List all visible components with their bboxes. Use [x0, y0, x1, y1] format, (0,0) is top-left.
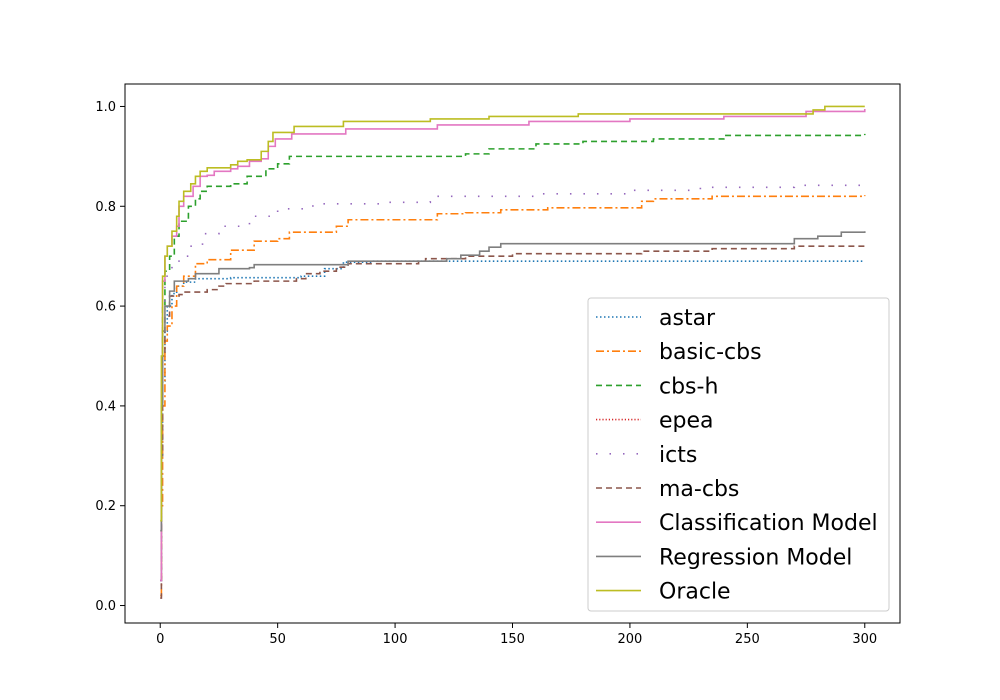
x-tick-label: 0	[156, 632, 164, 647]
x-axis: 0 50 100 150 200 250 300	[156, 623, 877, 647]
legend-label: cbs-h	[659, 374, 718, 399]
x-tick-label: 100	[383, 632, 408, 647]
x-tick-label: 250	[735, 632, 760, 647]
y-axis: 0.0 0.2 0.4 0.6 0.8 1.0	[95, 100, 125, 614]
y-tick-label: 0.6	[95, 300, 116, 315]
legend-label: Regression Model	[659, 545, 852, 570]
y-tick-label: 0.2	[95, 499, 116, 514]
legend-label: ma-cbs	[659, 477, 739, 502]
series-line-regression-model	[160, 231, 866, 532]
legend-box	[587, 297, 890, 612]
legend-label: Classification Model	[659, 511, 878, 536]
legend-label: icts	[659, 443, 697, 468]
series-line-oracle	[160, 105, 865, 522]
legend-label: astar	[659, 306, 716, 331]
x-tick-label: 150	[500, 632, 525, 647]
y-tick-label: 0.4	[95, 399, 116, 414]
legend: astar basic-cbs cbs-h epea icts ma-cbs Classif…	[587, 297, 890, 612]
x-tick-label: 300	[852, 632, 877, 647]
y-tick-label: 0.0	[95, 599, 116, 614]
series-layer	[160, 105, 866, 599]
x-tick-label: 200	[618, 632, 643, 647]
x-tick-label: 50	[269, 632, 286, 647]
y-tick-label: 0.8	[95, 200, 116, 215]
y-tick-label: 1.0	[95, 100, 116, 115]
legend-label: basic-cbs	[659, 340, 762, 365]
series-line-basic-cbs	[160, 195, 866, 597]
series-line-cbs-h	[160, 133, 866, 582]
legend-label: epea	[659, 409, 714, 434]
legend-label: Oracle	[659, 580, 731, 605]
